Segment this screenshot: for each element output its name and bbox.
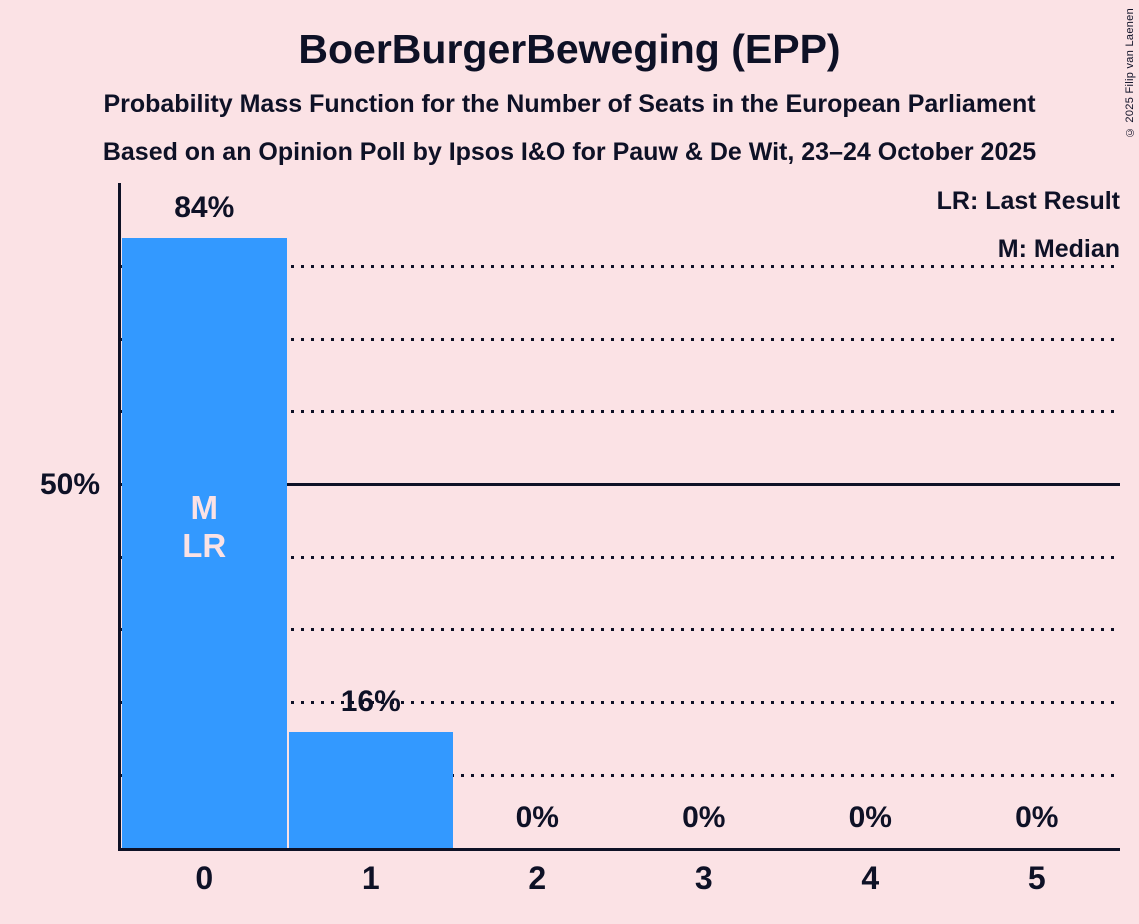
gridline-30pct — [121, 628, 1120, 632]
gridline-40pct — [121, 555, 1120, 559]
x-tick-label-4: 4 — [861, 860, 880, 896]
bar-value-label-2: 0% — [515, 801, 559, 834]
bar-value-label-3: 0% — [682, 801, 726, 834]
x-tick-label-2: 2 — [528, 860, 547, 896]
copyright-note: © 2025 Filip van Laenen — [1124, 8, 1136, 139]
gridline-70pct — [121, 337, 1120, 341]
x-tick-label-5: 5 — [1027, 860, 1046, 896]
x-tick-label-3: 3 — [694, 860, 713, 896]
bar-0 — [122, 237, 287, 848]
chart-title: BoerBurgerBeweging (EPP) — [298, 26, 841, 72]
bar-value-label-4: 0% — [848, 801, 892, 834]
legend-median: M: Median — [997, 235, 1120, 263]
legend-last-result: LR: Last Result — [936, 187, 1120, 215]
gridline-20pct — [121, 701, 1120, 705]
gridline-80pct — [121, 265, 1120, 269]
annotation-line-lr: LR — [182, 527, 227, 564]
chart-subtitle-line1: Probability Mass Function for the Number… — [103, 90, 1036, 118]
bar-value-label-1: 16% — [340, 684, 401, 718]
gridline-10pct — [121, 773, 1120, 777]
chart-subtitle-line2: Based on an Opinion Poll by Ipsos I&O fo… — [102, 138, 1037, 166]
y-axis-label: 50% — [39, 468, 100, 501]
x-tick-label-1: 1 — [361, 860, 380, 896]
median-lastresult-label: M LR — [121, 489, 288, 565]
plot-area: 84% 16% 0% 0% 0% 0% 0 1 2 3 4 5 M LR — [118, 183, 1120, 896]
bar-value-label-5: 0% — [1015, 801, 1059, 834]
annotation-line-m: M — [190, 489, 219, 526]
gridline-solid-50pct — [121, 483, 1120, 487]
bar-value-label-0: 84% — [174, 190, 235, 224]
bar-1 — [288, 731, 453, 848]
x-tick-label-0: 0 — [195, 860, 214, 896]
legend: LR: Last Result M: Median — [937, 186, 1120, 264]
gridline-60pct — [121, 410, 1120, 414]
